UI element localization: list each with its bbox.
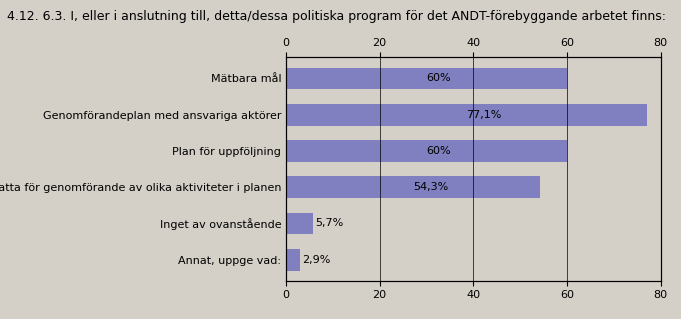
Bar: [286, 212, 313, 234]
Text: 60%: 60%: [426, 73, 451, 84]
Bar: [286, 68, 567, 89]
Bar: [286, 104, 647, 126]
Bar: [286, 140, 567, 162]
Text: 77,1%: 77,1%: [466, 110, 502, 120]
Text: 4.12. 6.3. I, eller i anslutning till, detta/dessa politiska program för det AND: 4.12. 6.3. I, eller i anslutning till, d…: [7, 10, 666, 23]
Text: 2,9%: 2,9%: [302, 255, 330, 265]
Text: 60%: 60%: [426, 146, 451, 156]
Text: 54,3%: 54,3%: [413, 182, 448, 192]
Bar: [286, 176, 540, 198]
Text: 5,7%: 5,7%: [315, 219, 343, 228]
Bar: [286, 249, 300, 271]
